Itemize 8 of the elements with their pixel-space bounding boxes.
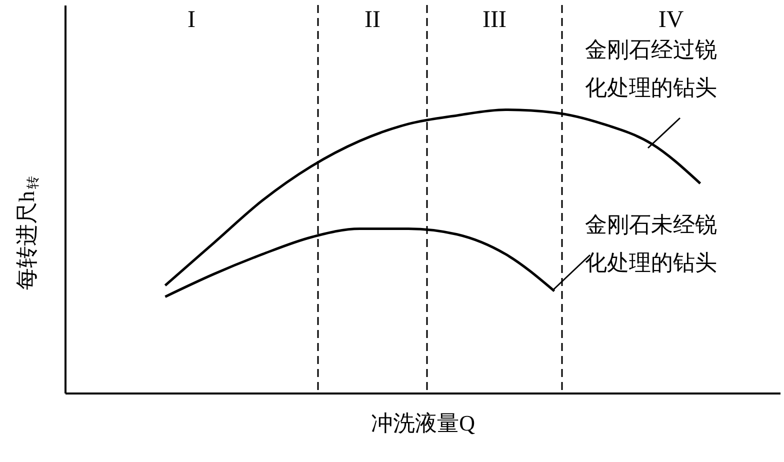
text: I	[188, 7, 196, 33]
y-axis-title: 每转进尺h转	[14, 176, 40, 290]
series-label: 金刚石经过锐化处理的钻头	[585, 37, 717, 100]
text: II	[364, 7, 380, 33]
text: III	[482, 7, 506, 33]
x-axis-title: 冲洗液量Q	[371, 410, 476, 436]
text: IV	[658, 7, 684, 33]
series-label: 金刚石未经锐化处理的钻头	[585, 212, 717, 275]
